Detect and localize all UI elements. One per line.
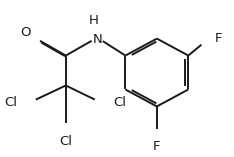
Text: N: N — [92, 33, 102, 46]
Text: O: O — [20, 26, 31, 39]
Text: Cl: Cl — [59, 135, 72, 148]
Text: Cl: Cl — [4, 96, 17, 109]
Text: F: F — [153, 140, 161, 153]
Text: F: F — [215, 32, 222, 45]
Text: H: H — [88, 14, 98, 27]
Text: Cl: Cl — [113, 96, 126, 109]
